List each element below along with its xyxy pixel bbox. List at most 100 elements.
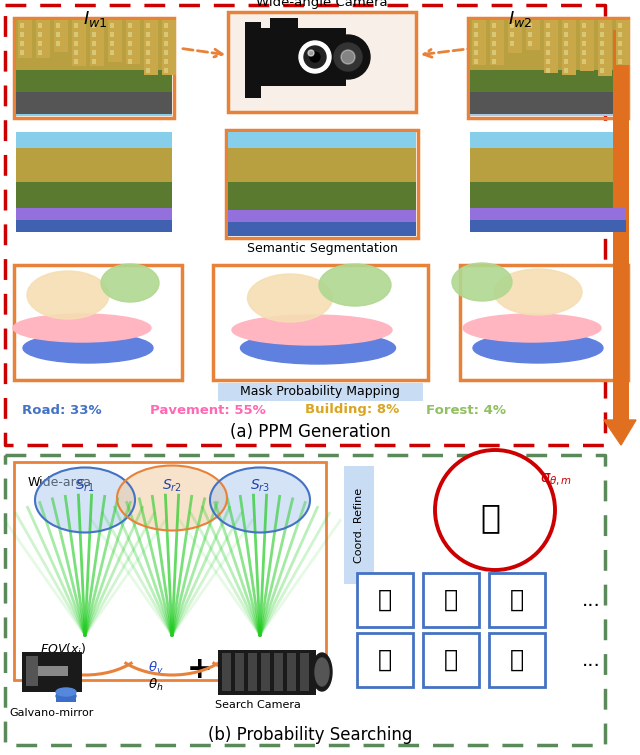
Bar bbox=[14, 462, 326, 680]
Text: 🚶: 🚶 bbox=[510, 588, 524, 612]
Circle shape bbox=[304, 46, 326, 68]
Bar bbox=[470, 208, 626, 232]
Bar bbox=[489, 633, 545, 687]
Bar bbox=[162, 20, 176, 56]
Bar bbox=[235, 653, 244, 691]
Bar bbox=[564, 32, 568, 37]
Bar bbox=[108, 20, 122, 51]
Text: $\sigma_{\theta,m}$: $\sigma_{\theta,m}$ bbox=[540, 472, 572, 488]
Bar bbox=[164, 32, 168, 37]
Bar bbox=[54, 20, 68, 63]
Bar bbox=[128, 41, 132, 46]
Ellipse shape bbox=[241, 332, 396, 364]
Bar bbox=[564, 23, 568, 28]
Bar bbox=[474, 59, 478, 64]
Bar bbox=[74, 41, 78, 46]
Bar bbox=[92, 32, 96, 37]
Bar bbox=[598, 20, 612, 77]
Bar bbox=[300, 653, 309, 691]
Bar bbox=[74, 32, 78, 37]
Bar bbox=[74, 68, 78, 73]
Circle shape bbox=[334, 43, 362, 71]
Bar bbox=[16, 70, 172, 100]
Bar bbox=[146, 41, 150, 46]
Text: 🏋: 🏋 bbox=[444, 588, 458, 612]
Bar bbox=[600, 23, 604, 28]
Bar bbox=[16, 20, 172, 116]
Bar bbox=[470, 20, 626, 116]
Text: Building: 8%: Building: 8% bbox=[305, 403, 399, 417]
Bar bbox=[56, 23, 60, 28]
Bar bbox=[470, 220, 626, 232]
Bar bbox=[146, 59, 150, 64]
Text: $S_{r3}$: $S_{r3}$ bbox=[250, 478, 270, 495]
Text: $I_{w1}$: $I_{w1}$ bbox=[83, 9, 108, 29]
Text: 🚴: 🚴 bbox=[480, 501, 500, 535]
Ellipse shape bbox=[473, 333, 603, 363]
Text: $\theta_h$: $\theta_h$ bbox=[148, 677, 163, 693]
Bar bbox=[510, 32, 514, 37]
Text: Wide-area: Wide-area bbox=[28, 476, 92, 488]
Text: (b) Probability Searching: (b) Probability Searching bbox=[208, 726, 412, 744]
Bar bbox=[470, 92, 626, 114]
Bar bbox=[36, 20, 50, 73]
Bar bbox=[110, 32, 114, 37]
Circle shape bbox=[310, 52, 320, 62]
Ellipse shape bbox=[312, 653, 332, 691]
Bar bbox=[110, 23, 114, 28]
Bar bbox=[564, 41, 568, 46]
Circle shape bbox=[341, 50, 355, 64]
Bar bbox=[490, 20, 504, 55]
Bar bbox=[474, 23, 478, 28]
Bar bbox=[92, 41, 96, 46]
Bar bbox=[582, 32, 586, 37]
Bar bbox=[110, 41, 114, 46]
Bar bbox=[510, 41, 514, 46]
Bar bbox=[274, 653, 283, 691]
Bar bbox=[74, 23, 78, 28]
Bar bbox=[261, 653, 270, 691]
Ellipse shape bbox=[117, 466, 227, 531]
Bar bbox=[22, 652, 82, 692]
Text: +: + bbox=[187, 655, 213, 685]
Text: Wide-angle Camera: Wide-angle Camera bbox=[256, 0, 388, 9]
Bar bbox=[16, 182, 172, 232]
Bar bbox=[508, 20, 522, 78]
Bar bbox=[90, 20, 104, 50]
Text: ...: ... bbox=[582, 590, 601, 609]
Text: 🚴: 🚴 bbox=[444, 648, 458, 672]
Ellipse shape bbox=[23, 333, 153, 363]
Bar bbox=[56, 32, 60, 37]
Bar bbox=[146, 68, 150, 73]
Bar bbox=[228, 222, 416, 236]
Bar bbox=[472, 20, 486, 75]
Bar bbox=[423, 633, 479, 687]
Bar bbox=[528, 23, 532, 28]
Bar bbox=[38, 68, 42, 73]
Bar bbox=[474, 32, 478, 37]
Text: $S_{r2}$: $S_{r2}$ bbox=[162, 478, 182, 495]
Ellipse shape bbox=[494, 269, 582, 315]
Circle shape bbox=[308, 50, 314, 56]
Ellipse shape bbox=[13, 314, 151, 342]
Text: Search Camera: Search Camera bbox=[215, 700, 301, 710]
Bar bbox=[344, 466, 374, 584]
Bar bbox=[580, 20, 594, 55]
Bar bbox=[38, 666, 68, 676]
Bar bbox=[18, 20, 32, 53]
Bar bbox=[582, 50, 586, 55]
Bar bbox=[38, 32, 42, 37]
Bar bbox=[510, 68, 514, 73]
Bar bbox=[423, 573, 479, 627]
Bar bbox=[546, 41, 550, 46]
Polygon shape bbox=[604, 420, 636, 445]
Text: $I_{w2}$: $I_{w2}$ bbox=[508, 9, 532, 29]
Bar bbox=[546, 50, 550, 55]
Bar bbox=[226, 130, 418, 238]
Bar bbox=[470, 182, 626, 232]
Ellipse shape bbox=[463, 314, 601, 342]
Text: (a) PPM Generation: (a) PPM Generation bbox=[230, 423, 390, 441]
Bar bbox=[564, 59, 568, 64]
Text: Semantic Segmentation: Semantic Segmentation bbox=[246, 242, 397, 255]
Bar bbox=[613, 30, 629, 420]
